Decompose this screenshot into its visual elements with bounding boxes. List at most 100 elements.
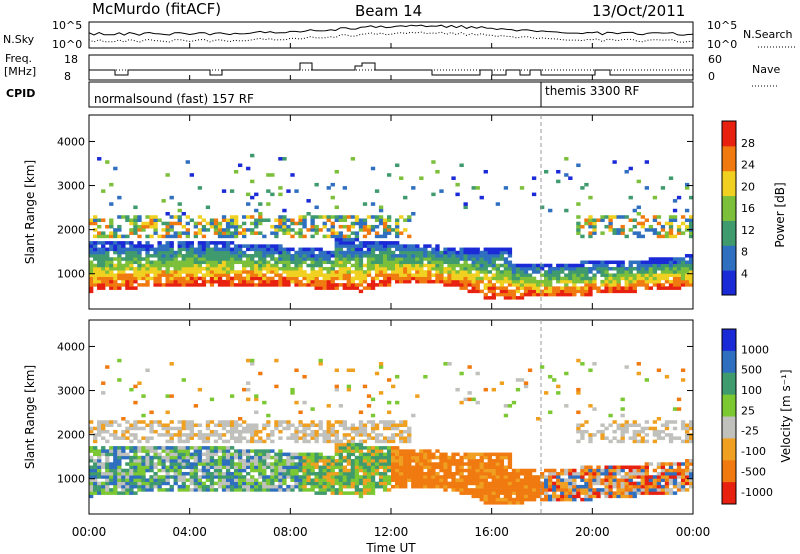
rti-cell [507,488,513,492]
rti-cell [471,465,476,470]
rti-cell [93,254,98,258]
rti-cell [137,439,142,444]
rti-cell [237,260,243,265]
rti-cell [213,250,219,255]
rti-cell [515,266,521,271]
rti-cell [326,433,331,437]
rti-cell [133,491,138,495]
rti-cell [660,260,666,265]
rti-cell [169,244,174,248]
rti-cell [274,459,279,463]
y-tick-label: 3000 [57,385,85,398]
rti-cell [157,218,162,222]
rti-cell [660,478,666,482]
rti-cell [382,462,388,466]
rti-cell [604,465,609,470]
rti-cell [382,475,388,479]
rti-cell [334,449,339,453]
rti-cell [620,228,625,232]
rti-cell [338,270,343,274]
rti-cell [548,484,553,489]
rti-cell [395,465,400,470]
rti-cell [109,446,114,450]
rti-cell [391,241,396,245]
rti-cell [189,270,194,274]
rti-cell [318,279,323,284]
rti-cell [338,215,343,219]
rti-cell [322,471,327,476]
rti-cell [354,449,360,453]
rti-cell [117,234,122,239]
rti-cell [660,465,666,470]
rti-cell [233,218,239,222]
rti-cell [354,231,360,235]
rti-cell [443,465,448,470]
rti-cell [475,468,480,473]
rti-cell [221,231,227,235]
rti-cell [354,488,360,492]
rti-cell [237,224,243,229]
rti-cell [644,286,650,290]
rti-cell [382,221,388,226]
rti-cell [338,254,343,258]
rti-cell [672,257,678,261]
rti-cell [322,279,327,284]
rti-cell [511,263,517,268]
rti-cell [125,218,130,222]
rti-cell [459,471,464,476]
rti-cell [177,478,182,482]
rti-cell [391,266,396,271]
rti-cell [209,283,215,287]
rti-cell [616,426,621,431]
rti-cell [580,488,585,492]
rti-cell [101,381,106,385]
rti-cell [233,420,239,424]
rti-cell [306,276,311,281]
rti-cell [105,224,110,229]
rti-cell [109,481,114,486]
rti-cell [133,471,138,476]
rti-cell [229,231,235,235]
rti-cell [395,478,400,482]
rti-cell [342,260,348,265]
rti-cell [539,471,545,476]
rti-cell [415,462,420,466]
rti-cell [419,449,424,453]
rti-cell [552,378,557,382]
rti-cell [294,250,299,255]
rti-cell [109,471,114,476]
rti-cell [443,266,448,271]
rti-cell [254,462,259,466]
rti-cell [350,439,356,444]
rti-cell [217,224,223,229]
rti-cell [535,292,541,297]
rti-cell [688,439,694,444]
rti-cell [411,459,416,463]
rti-cell [386,279,392,284]
rti-cell [266,283,271,287]
rti-cell [117,273,122,277]
rti-cell [298,215,303,219]
rti-cell [286,254,291,258]
rti-cell [620,423,625,427]
rti-cell [576,224,581,229]
rti-cell [447,263,452,268]
rti-cell [616,468,621,473]
rti-cell [350,231,356,235]
rti-cell [463,475,468,479]
rti-cell [664,484,670,489]
rti-cell [455,273,460,277]
rti-cell [451,263,456,268]
rti-cell [302,260,307,265]
rti-cell [229,455,235,460]
rti-cell [507,491,513,495]
rti-cell [250,153,255,158]
rti-cell [620,484,625,489]
rti-cell [660,488,666,492]
rti-cell [113,455,118,460]
rti-cell [415,471,420,476]
rti-cell [205,263,211,268]
rti-cell [129,481,134,486]
rti-cell [370,426,376,431]
rti-cell [350,468,356,473]
